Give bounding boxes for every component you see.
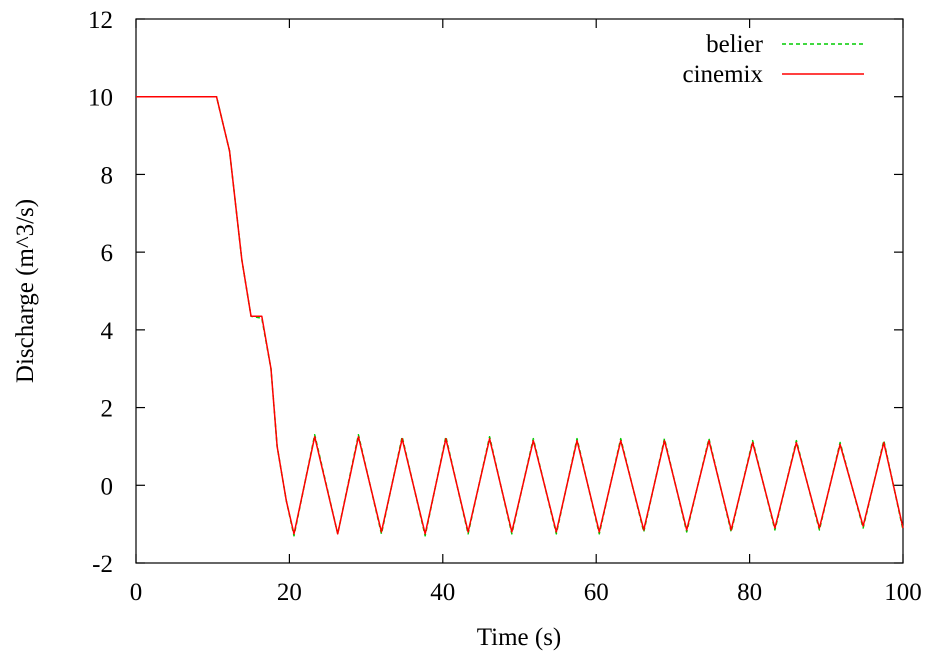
x-tick-label: 60 — [584, 579, 609, 606]
y-tick-label: 8 — [101, 162, 114, 189]
y-tick-label: 0 — [101, 473, 114, 500]
series-line-cinemix — [136, 95, 904, 535]
y-tick-label: 4 — [101, 318, 114, 345]
x-tick-label: 100 — [884, 579, 922, 606]
axis-tick-labels: 0 20 40 60 80 100 -2 0 2 4 6 8 10 12 — [88, 7, 922, 606]
series-lines — [136, 95, 904, 537]
x-tick-label: 20 — [277, 579, 302, 606]
y-tick-label: 6 — [101, 240, 114, 267]
plot-frame — [135, 18, 904, 564]
y-tick-label: 12 — [88, 7, 113, 34]
axis-ticks — [135, 18, 904, 564]
y-tick-label: 10 — [88, 85, 113, 112]
legend-label-cinemix: cinemix — [682, 61, 763, 88]
x-tick-label: 80 — [737, 579, 762, 606]
y-tick-label: -2 — [92, 551, 113, 578]
legend-label-belier: belier — [706, 31, 764, 58]
x-tick-label: 0 — [130, 579, 143, 606]
x-axis-label: Time (s) — [477, 624, 562, 651]
legend: belier cinemix — [682, 31, 864, 88]
y-tick-label: 2 — [101, 396, 114, 423]
y-axis-label: Discharge (m^3/s) — [12, 199, 39, 383]
x-tick-label: 40 — [430, 579, 455, 606]
